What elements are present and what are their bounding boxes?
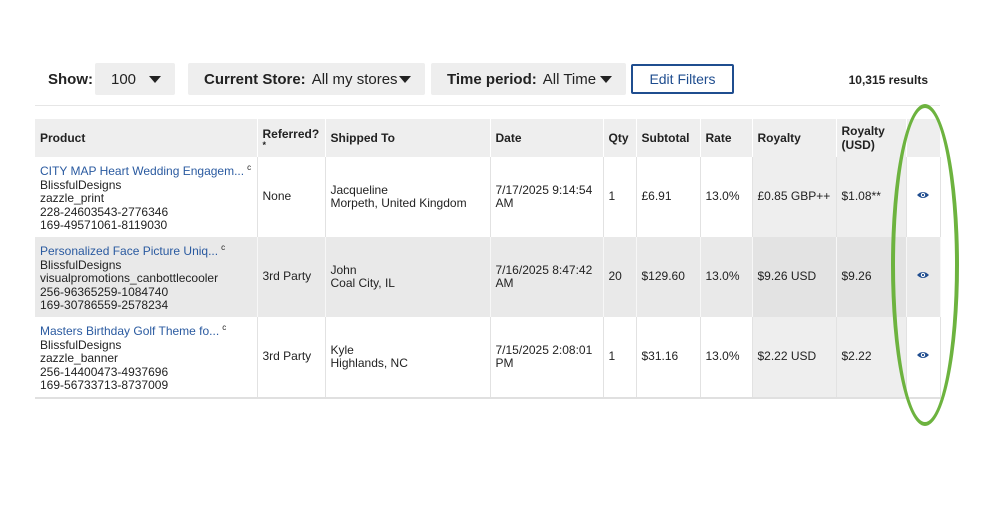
product-id-1: 256-14400473-4937696 <box>40 364 169 379</box>
rate-cell: 13.0% <box>700 317 753 398</box>
subtotal-cell: $129.60 <box>636 237 701 317</box>
date-line-2: AM <box>495 276 514 290</box>
product-cell: Masters Birthday Golf Theme fo... c Bliss… <box>35 317 258 398</box>
referred-cell: 3rd Party <box>257 237 326 317</box>
ship-name: Kyle <box>330 342 354 357</box>
col-header-subtotal[interactable]: Subtotal <box>636 119 701 157</box>
product-cell: CITY MAP Heart Wedding Engagem... c Bliss… <box>35 157 258 237</box>
date-line-2: AM <box>495 196 514 210</box>
product-id-1: 228-24603543-2776346 <box>40 204 169 219</box>
caret-down-icon <box>399 76 411 83</box>
date-line-1: 7/16/2025 8:47:42 <box>495 262 593 277</box>
product-marker: c <box>221 243 226 253</box>
col-header-date[interactable]: Date <box>490 119 604 157</box>
subtotal-cell: $31.16 <box>636 317 701 398</box>
col-header-royalty[interactable]: Royalty <box>752 119 837 157</box>
results-count: 10,315 results <box>848 73 928 87</box>
current-store-select[interactable]: Current Store: All my stores <box>188 63 425 95</box>
royalty-cell: $2.22 USD <box>752 317 837 398</box>
royalty-cell: £0.85 GBP++ <box>752 157 837 237</box>
product-id-1: 256-96365259-1084740 <box>40 284 169 299</box>
product-link[interactable]: Personalized Face Picture Uniq... <box>40 244 219 259</box>
product-id-2: 169-56733713-8737009 <box>40 378 169 393</box>
current-store-label: Current Store: <box>204 70 306 88</box>
highlight-oval-annotation <box>891 104 959 426</box>
show-count-value: 100 <box>111 70 137 88</box>
product-cell: Personalized Face Picture Uniq... c Bliss… <box>35 237 258 317</box>
ship-place: Coal City, IL <box>330 276 395 290</box>
current-store-value: All my stores <box>311 70 398 88</box>
time-period-select[interactable]: Time period: All Time <box>431 63 626 95</box>
product-marker: c <box>222 323 227 333</box>
shipped-to-cell: Jacqueline Morpeth, United Kingdom <box>325 157 491 237</box>
filter-toolbar: Show: 100 Current Store: All my stores T… <box>0 0 999 106</box>
edit-filters-button[interactable]: Edit Filters <box>631 64 734 94</box>
show-label: Show: <box>48 71 93 88</box>
rate-cell: 13.0% <box>700 237 753 317</box>
subtotal-cell: £6.91 <box>636 157 701 237</box>
product-id-2: 169-30786559-2578234 <box>40 298 169 313</box>
qty-cell: 1 <box>603 317 637 398</box>
referred-header-note: * <box>262 140 267 150</box>
col-header-shipped-to[interactable]: Shipped To <box>325 119 491 157</box>
qty-cell: 1 <box>603 157 637 237</box>
royalty-usd-header-line2: (USD) <box>841 138 875 152</box>
table-row: CITY MAP Heart Wedding Engagem... c Bliss… <box>35 157 941 237</box>
product-store: BlissfulDesigns <box>40 337 122 352</box>
col-header-referred[interactable]: Referred? * <box>257 119 326 157</box>
caret-down-icon <box>600 76 612 83</box>
royalty-cell: $9.26 USD <box>752 237 837 317</box>
ship-place: Highlands, NC <box>330 356 408 370</box>
orders-table: Product Referred? * Shipped To Date Qty … <box>35 119 941 399</box>
col-header-rate[interactable]: Rate <box>700 119 753 157</box>
product-type: visualpromotions_canbottlecooler <box>40 271 219 286</box>
col-header-qty[interactable]: Qty <box>603 119 637 157</box>
product-store: BlissfulDesigns <box>40 257 122 272</box>
table-header-row: Product Referred? * Shipped To Date Qty … <box>35 119 941 157</box>
product-id-2: 169-49571061-8119030 <box>40 218 168 233</box>
show-count-select[interactable]: 100 <box>95 63 175 95</box>
product-link[interactable]: CITY MAP Heart Wedding Engagem... <box>40 164 245 179</box>
product-type: zazzle_banner <box>40 351 119 366</box>
royalty-usd-header-line1: Royalty <box>841 124 885 138</box>
date-cell: 7/17/2025 9:14:54 AM <box>490 157 604 237</box>
caret-down-icon <box>149 76 161 83</box>
time-period-label: Time period: <box>447 70 537 88</box>
shipped-to-cell: Kyle Highlands, NC <box>325 317 491 398</box>
time-period-value: All Time <box>542 70 597 88</box>
product-marker: c <box>247 163 252 173</box>
referred-header-label: Referred? <box>262 127 320 141</box>
date-line-2: PM <box>495 356 514 370</box>
table-row: Personalized Face Picture Uniq... c Bliss… <box>35 237 941 317</box>
ship-name: Jacqueline <box>330 182 388 197</box>
ship-place: Morpeth, United Kingdom <box>330 196 467 210</box>
toolbar-divider <box>35 105 940 106</box>
col-header-product[interactable]: Product <box>35 119 258 157</box>
date-cell: 7/15/2025 2:08:01 PM <box>490 317 604 398</box>
rate-cell: 13.0% <box>700 157 753 237</box>
product-store: BlissfulDesigns <box>40 177 122 192</box>
date-line-1: 7/17/2025 9:14:54 <box>495 182 593 197</box>
table-row: Masters Birthday Golf Theme fo... c Bliss… <box>35 317 941 398</box>
ship-name: John <box>330 262 357 277</box>
shipped-to-cell: John Coal City, IL <box>325 237 491 317</box>
product-link[interactable]: Masters Birthday Golf Theme fo... <box>40 324 220 339</box>
referred-cell: None <box>257 157 326 237</box>
col-header-royalty-usd[interactable]: Royalty (USD) <box>836 119 907 157</box>
date-cell: 7/16/2025 8:47:42 AM <box>490 237 604 317</box>
qty-cell: 20 <box>603 237 637 317</box>
referred-cell: 3rd Party <box>257 317 326 398</box>
date-line-1: 7/15/2025 2:08:01 <box>495 342 593 357</box>
product-type: zazzle_print <box>40 191 105 206</box>
